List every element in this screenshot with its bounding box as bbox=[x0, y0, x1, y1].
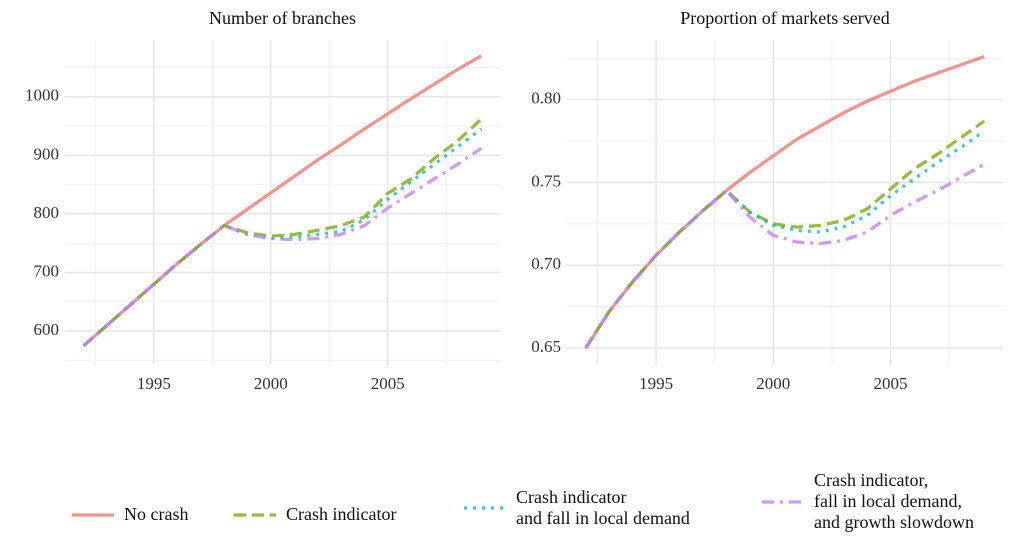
series-line bbox=[82, 127, 483, 347]
x-tick-label: 2000 bbox=[254, 374, 288, 393]
series-line bbox=[82, 147, 483, 347]
legend: No crash Crash indicator Crash indicator a… bbox=[0, 470, 1018, 550]
y-tick-label: 0.70 bbox=[531, 254, 561, 273]
y-tick-label: 900 bbox=[34, 144, 60, 163]
legend-label: Crash indicator, fall in local demand, a… bbox=[814, 470, 974, 532]
legend-key bbox=[234, 512, 276, 517]
charts: Number of branches 600 700 800 900 1000 1995 20… bbox=[25, 8, 1003, 393]
x-tick-label: 2005 bbox=[873, 374, 907, 393]
legend-key bbox=[72, 512, 114, 517]
legend-key bbox=[762, 499, 804, 504]
x-tick-label: 1995 bbox=[639, 374, 673, 393]
y-tick-label: 0.75 bbox=[531, 171, 561, 190]
y-tick-label: 600 bbox=[34, 320, 60, 339]
x-tick-label: 2005 bbox=[371, 374, 405, 393]
chart-title: Number of branches bbox=[209, 8, 356, 28]
x-tick-label: 2000 bbox=[756, 374, 790, 393]
legend-item: Crash indicator bbox=[232, 504, 396, 525]
x-tick-label: 1995 bbox=[137, 374, 171, 393]
series-line bbox=[82, 117, 483, 347]
y-tick-label: 800 bbox=[34, 203, 60, 222]
legend-item: Crash indicator and fall in local demand bbox=[462, 487, 690, 529]
legend-label: No crash bbox=[124, 504, 189, 524]
legend-item: Crash indicator, fall in local demand, a… bbox=[760, 470, 974, 533]
y-tick-label: 0.80 bbox=[531, 89, 561, 108]
y-tick-label: 700 bbox=[34, 261, 60, 280]
legend-key bbox=[464, 506, 506, 510]
y-tick-label: 0.65 bbox=[531, 337, 561, 356]
series-line bbox=[584, 119, 986, 349]
series-line bbox=[584, 162, 986, 349]
legend-label: Crash indicator bbox=[286, 504, 397, 524]
legend-item: No crash bbox=[70, 504, 188, 525]
chart-title: Proportion of markets served bbox=[680, 8, 889, 28]
legend-label: Crash indicator and fall in local demand bbox=[516, 487, 690, 528]
y-tick-label: 1000 bbox=[25, 86, 59, 105]
